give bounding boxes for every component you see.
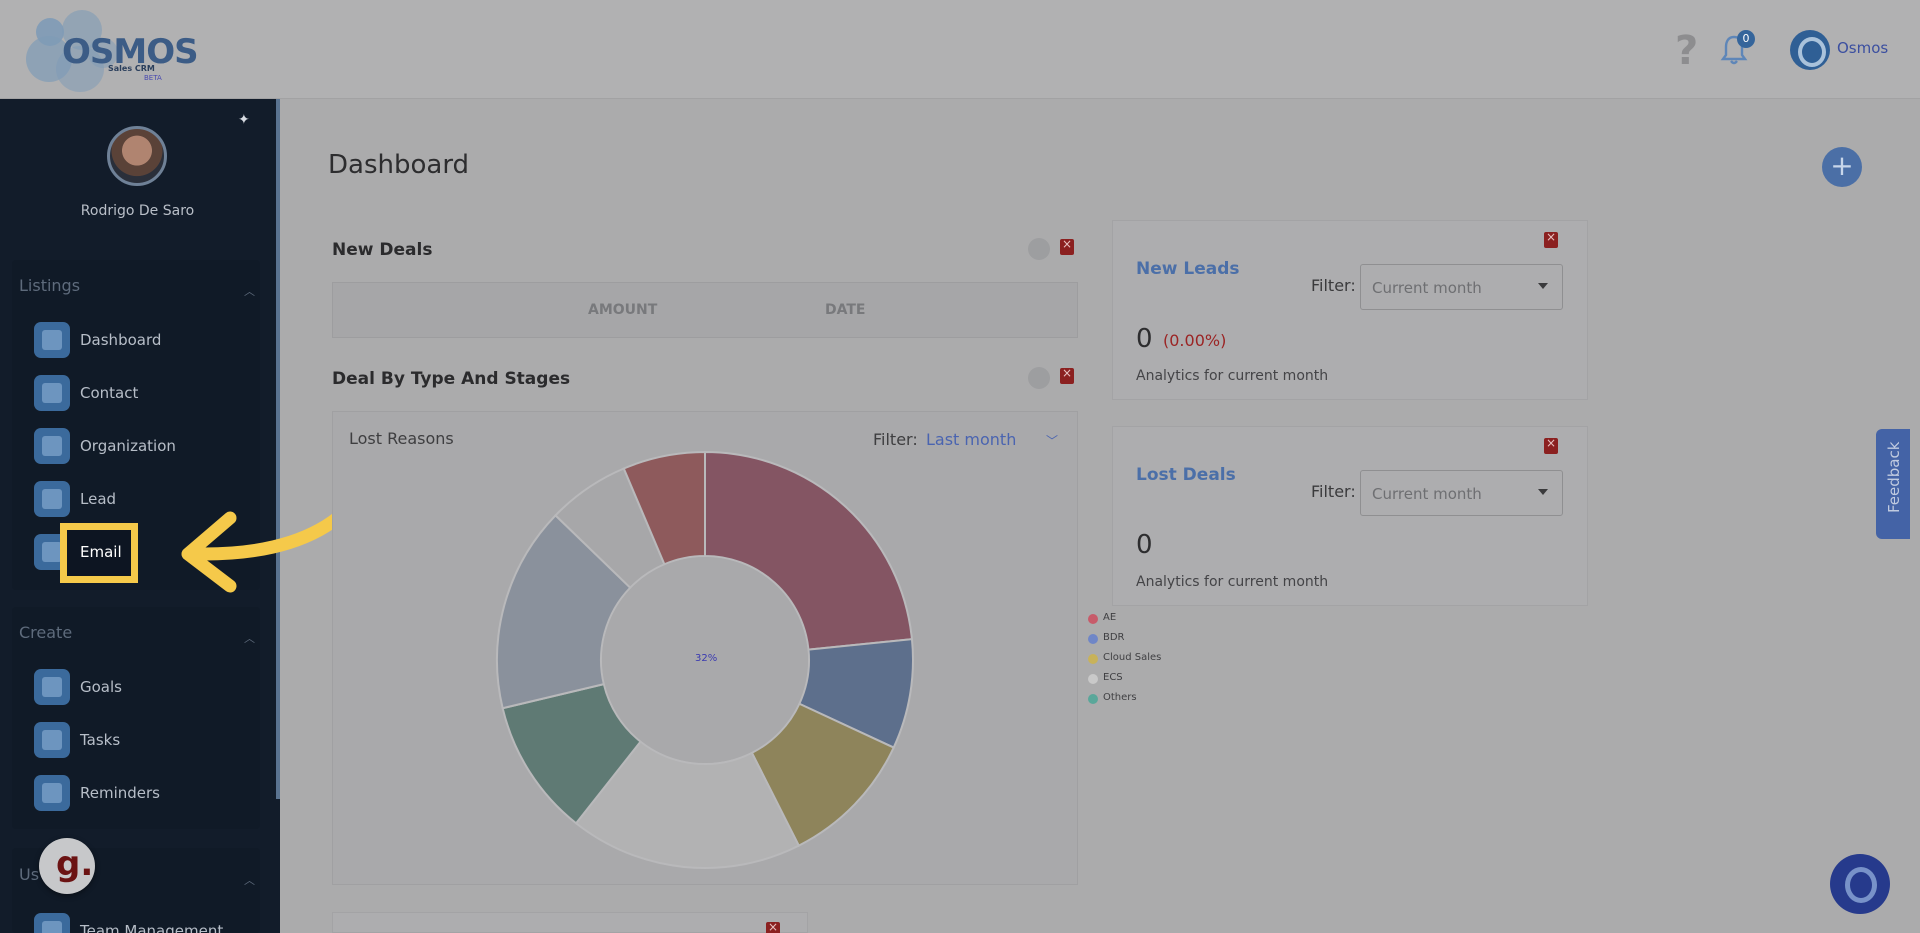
chart-center-label: 32% xyxy=(695,653,718,664)
feedback-tab[interactable]: Feedback xyxy=(1876,429,1910,539)
section-title-users[interactable]: Us xyxy=(19,865,40,884)
checklist-icon xyxy=(34,722,70,758)
top-header: OSMOS Sales CRM BETA ? 0 Osmos xyxy=(0,0,1920,99)
refresh-icon[interactable] xyxy=(1028,367,1050,389)
pin-icon[interactable]: ✦ xyxy=(238,112,250,128)
sidebar-item-organization[interactable]: Organization xyxy=(22,426,242,466)
help-icon[interactable]: ? xyxy=(1675,28,1699,74)
profile-name: Rodrigo De Saro xyxy=(80,203,195,219)
highlight-box xyxy=(60,523,138,583)
section-title-create[interactable]: Create xyxy=(19,623,73,642)
legend-item[interactable]: ECS xyxy=(1088,672,1208,686)
donut-slice-3[interactable] xyxy=(574,740,801,869)
new-leads-title[interactable]: New Leads xyxy=(1136,259,1240,279)
donut-slice-0[interactable] xyxy=(704,450,914,651)
new-leads-value: 0 xyxy=(1136,324,1153,354)
legend-dot xyxy=(1088,614,1098,624)
donut-slice-5[interactable] xyxy=(496,513,632,710)
refresh-icon[interactable] xyxy=(1028,238,1050,260)
legend-dot xyxy=(1088,674,1098,684)
new-leads-filter-label: Filter: xyxy=(1311,276,1356,295)
osmos-logo[interactable]: OSMOS Sales CRM BETA xyxy=(26,10,199,92)
chart-filter-select[interactable]: Last month xyxy=(926,430,1017,449)
grid-icon xyxy=(34,481,70,517)
column-amount[interactable]: AMOUNT xyxy=(588,302,658,318)
sidebar-item-goals[interactable]: Goals xyxy=(22,667,242,707)
chevron-up-icon[interactable]: ︿ xyxy=(244,285,255,298)
add-widget-button[interactable]: + xyxy=(1822,147,1862,187)
contact-card-icon xyxy=(34,375,70,411)
legend-dot xyxy=(1088,694,1098,704)
legend-dot xyxy=(1088,654,1098,664)
delete-icon[interactable] xyxy=(1544,436,1558,454)
sidebar-item-contact[interactable]: Contact xyxy=(22,373,242,413)
lost-deals-filter-select[interactable]: Current month xyxy=(1360,470,1563,516)
sidebar-item-lead[interactable]: Lead xyxy=(22,479,242,519)
sidebar-item-dashboard[interactable]: Dashboard xyxy=(22,320,242,360)
new-leads-change: (0.00%) xyxy=(1163,331,1227,350)
chat-launcher-button[interactable] xyxy=(1830,854,1890,914)
caret-down-icon xyxy=(1538,489,1548,495)
new-leads-card xyxy=(1112,220,1588,400)
sidebar-item-reminders[interactable]: Reminders xyxy=(22,773,242,813)
delete-icon[interactable] xyxy=(1544,230,1558,248)
org-chart-icon xyxy=(34,428,70,464)
sidebar-item-tasks[interactable]: Tasks xyxy=(22,720,242,760)
new-leads-filter-select[interactable]: Current month xyxy=(1360,264,1563,310)
notification-badge: 0 xyxy=(1737,30,1755,48)
sidebar-scrollbar[interactable] xyxy=(276,99,280,799)
chevron-up-icon[interactable]: ︿ xyxy=(244,632,255,645)
team-icon xyxy=(34,913,70,933)
legend-item[interactable]: Others xyxy=(1088,692,1208,706)
legend-item[interactable]: Cloud Sales xyxy=(1088,652,1208,666)
new-deals-title: New Deals xyxy=(332,240,433,260)
user-avatar[interactable] xyxy=(1790,30,1830,70)
delete-icon[interactable] xyxy=(766,920,780,933)
lost-deals-filter-label: Filter: xyxy=(1311,482,1356,501)
new-leads-note: Analytics for current month xyxy=(1136,368,1329,384)
sidebar-item-team-management[interactable]: Team Management xyxy=(22,911,242,933)
lost-deals-card xyxy=(1112,426,1588,606)
legend-item[interactable]: AE xyxy=(1088,612,1208,626)
bell-icon xyxy=(34,775,70,811)
donut-slice-7[interactable] xyxy=(622,450,706,566)
legend-dot xyxy=(1088,634,1098,644)
caret-down-icon xyxy=(1538,283,1548,289)
home-icon xyxy=(34,322,70,358)
delete-icon[interactable] xyxy=(1060,237,1074,255)
chart-filter-label: Filter: xyxy=(873,430,918,449)
donut-hole xyxy=(602,557,808,763)
page-title: Dashboard xyxy=(328,150,470,180)
chevron-down-icon[interactable]: ﹀ xyxy=(1046,434,1059,448)
delete-icon[interactable] xyxy=(1060,366,1074,384)
column-date[interactable]: DATE xyxy=(825,302,866,318)
chart-subtitle: Lost Reasons xyxy=(349,429,454,448)
sidebar-item-email-label[interactable]: Email xyxy=(80,543,122,561)
lost-deals-title[interactable]: Lost Deals xyxy=(1136,465,1236,485)
guide-launcher-icon[interactable]: g. xyxy=(39,838,95,894)
deal-by-type-title: Deal By Type And Stages xyxy=(332,369,571,389)
legend-item[interactable]: BDR xyxy=(1088,632,1208,646)
section-title-listings[interactable]: Listings xyxy=(19,276,81,295)
donut-chart xyxy=(496,450,914,869)
new-deals-table-header: AMOUNT DATE xyxy=(332,282,1078,338)
target-icon xyxy=(34,669,70,705)
lost-deals-value: 0 xyxy=(1136,530,1153,560)
chevron-up-icon[interactable]: ︿ xyxy=(244,874,255,887)
next-widget-card xyxy=(332,912,808,933)
profile-avatar[interactable] xyxy=(107,126,167,186)
lost-deals-note: Analytics for current month xyxy=(1136,574,1329,590)
user-menu-name[interactable]: Osmos xyxy=(1837,39,1889,57)
